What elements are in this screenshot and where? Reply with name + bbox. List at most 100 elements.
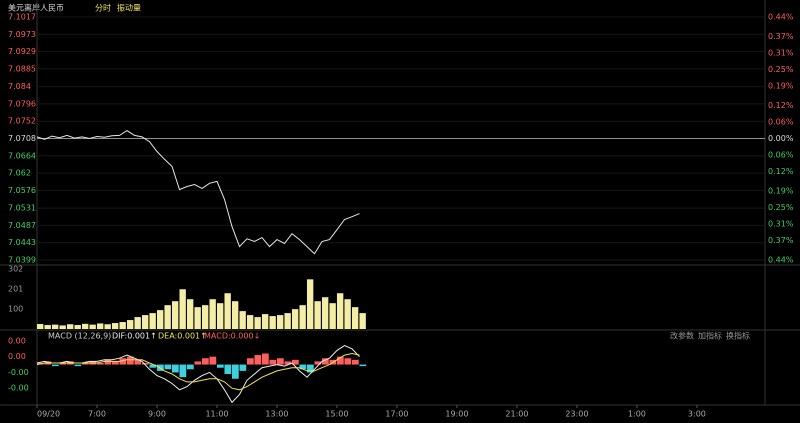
volume-bar xyxy=(81,323,89,329)
y2-tick-label: 0.37% xyxy=(768,236,794,245)
volume-bar xyxy=(59,325,66,329)
x-tick-label: 19:00 xyxy=(445,410,468,419)
macd-bar xyxy=(306,364,314,373)
macd-bar xyxy=(59,362,67,365)
y2-tick-label: 0.44% xyxy=(768,13,794,22)
volume-bar xyxy=(37,324,44,329)
legend-entry: DIF:0.001↑ xyxy=(112,332,157,341)
y-tick-label: 201 xyxy=(8,285,23,294)
volume-bar xyxy=(284,313,291,329)
y-tick-label: 7.1017 xyxy=(8,13,36,22)
macd-bar xyxy=(111,361,119,365)
y2-tick-label: 0.25% xyxy=(768,203,794,212)
y-tick-label: 7.0708 xyxy=(8,134,36,143)
volume-bar xyxy=(239,311,246,329)
macd-line xyxy=(36,345,360,404)
y-tick-label: 0.00 xyxy=(8,352,26,361)
y-tick-label: 0.00 xyxy=(8,336,26,345)
y-tick-label: 7.0973 xyxy=(8,30,36,39)
macd-bar xyxy=(261,353,269,365)
macd-bar xyxy=(179,364,187,378)
y2-tick-label: 0.12% xyxy=(768,101,794,110)
y2-tick-label: 0.31% xyxy=(768,48,794,57)
macd-bar xyxy=(224,364,232,375)
macd-bar xyxy=(299,364,307,370)
x-tick-label: 23:00 xyxy=(565,410,588,419)
y-tick-label: 7.062 xyxy=(8,169,31,178)
macd-bar xyxy=(291,359,299,365)
macd-bar xyxy=(104,359,112,365)
volume-bar xyxy=(306,279,314,329)
tab[interactable]: 分时 xyxy=(95,3,111,13)
volume-bar xyxy=(231,301,239,329)
macd-bar xyxy=(359,364,367,367)
volume-bar xyxy=(276,315,284,329)
macd-bar xyxy=(186,364,194,370)
macd-bar xyxy=(314,361,322,365)
macd-bar xyxy=(276,358,284,365)
button[interactable]: 加指标 xyxy=(698,331,722,341)
y-tick-label: -0.00 xyxy=(8,368,29,377)
macd-bar xyxy=(254,355,262,365)
x-tick-label: 15:00 xyxy=(325,410,348,419)
legend-entry: MACD:0.000↓ xyxy=(204,332,260,341)
y2-tick-label: 0.06% xyxy=(768,151,794,160)
y-tick-label: 7.0399 xyxy=(8,256,36,265)
volume-bar xyxy=(224,293,231,329)
volume-bar xyxy=(96,323,104,329)
volume-bar xyxy=(246,315,254,329)
volume-bar xyxy=(156,310,164,329)
y-tick-label: 7.0885 xyxy=(8,64,36,73)
volume-bar xyxy=(186,299,194,329)
volume-bar xyxy=(51,324,59,329)
y2-tick-label: 0.44% xyxy=(768,256,794,265)
volume-bar xyxy=(66,324,74,329)
y-tick-label: 7.0929 xyxy=(8,47,36,56)
macd-bar xyxy=(239,364,247,371)
y-tick-label: 7.0752 xyxy=(8,117,36,126)
macd-bar xyxy=(321,358,329,365)
y2-tick-label: 0.12% xyxy=(768,167,794,176)
macd-bar xyxy=(344,358,352,365)
x-tick-label: 17:00 xyxy=(385,410,408,419)
y-tick-label: 7.0531 xyxy=(8,204,36,213)
volume-bar xyxy=(321,297,329,329)
volume-bar xyxy=(149,313,156,329)
macd-bar xyxy=(336,356,344,365)
macd-bar xyxy=(194,361,202,365)
indicator-title: MACD (12,26,9) xyxy=(48,332,111,341)
x-tick-label: 9:00 xyxy=(148,410,166,419)
y-tick-label: -0.00 xyxy=(8,384,29,393)
volume-bar xyxy=(44,325,51,329)
macd-bar xyxy=(246,358,254,365)
volume-bar xyxy=(261,314,269,329)
tab[interactable]: 振动量 xyxy=(117,3,141,13)
macd-bar xyxy=(351,359,359,365)
volume-bar xyxy=(134,317,141,329)
x-tick-label: 11:00 xyxy=(205,410,228,419)
y2-tick-label: 0.06% xyxy=(768,117,794,126)
volume-bar xyxy=(314,301,321,329)
button[interactable]: 换指标 xyxy=(726,331,750,341)
volume-bar xyxy=(119,322,126,329)
x-tick-label: 21:00 xyxy=(505,410,528,419)
macd-bar xyxy=(149,364,157,368)
macd-bar xyxy=(231,364,239,379)
instrument-title: 美元离岸人民币 xyxy=(8,3,64,13)
volume-bar xyxy=(74,325,81,329)
macd-bar xyxy=(81,362,89,365)
volume-bar xyxy=(359,313,366,329)
macd-line xyxy=(36,352,360,391)
volume-bar xyxy=(209,299,216,329)
volume-bar xyxy=(104,324,111,329)
button[interactable]: 改参数 xyxy=(670,331,694,341)
y2-tick-label: 0.31% xyxy=(768,220,794,229)
volume-bar xyxy=(201,305,209,329)
y-tick-label: 100 xyxy=(8,305,23,314)
x-tick-label: 7:00 xyxy=(88,410,106,419)
volume-bar xyxy=(254,317,261,329)
x-tick-label: 13:00 xyxy=(265,410,288,419)
